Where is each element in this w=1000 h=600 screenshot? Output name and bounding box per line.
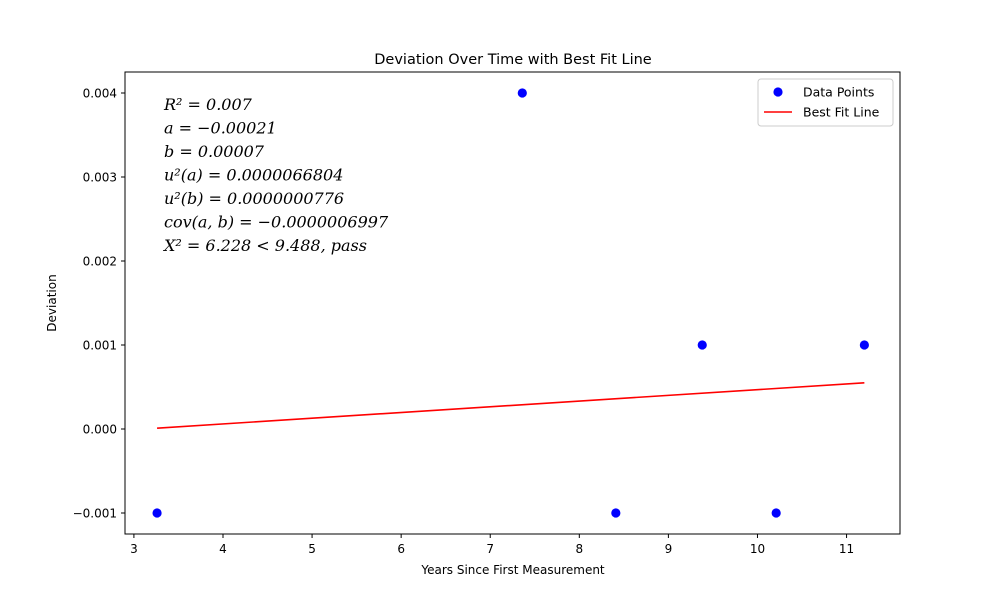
data-point <box>152 508 162 518</box>
y-axis-label: Deviation <box>45 274 59 331</box>
legend-label: Best Fit Line <box>803 105 880 120</box>
legend[interactable]: Data Points Best Fit Line <box>757 78 894 127</box>
x-tick-label: 5 <box>308 542 316 556</box>
data-point <box>771 508 781 518</box>
annotation-line: X² = 6.228 < 9.488, pass <box>162 236 367 255</box>
x-tick-label: 11 <box>839 542 854 556</box>
best-fit-line <box>157 382 865 429</box>
axis-ticks: 3 4 5 6 7 8 9 10 11 −0.001 0.000 0.001 0.002 0.003 0.0… <box>73 87 855 557</box>
y-tick-label: 0.000 <box>83 423 117 437</box>
axes-frame <box>124 71 901 535</box>
y-tick-label: −0.001 <box>73 507 117 521</box>
y-tick-label: 0.003 <box>83 171 117 185</box>
annotation-line: R² = 0.007 <box>163 95 253 114</box>
fit-statistics-annotation: R² = 0.007 a = −0.00021 b = 0.00007 u²(a) =… <box>162 95 389 255</box>
annotation-line: u²(a) = 0.0000066804 <box>164 166 343 185</box>
chart-title: Deviation Over Time with Best Fit Line <box>374 52 652 68</box>
plot-area <box>152 88 869 518</box>
annotation-line: b = 0.00007 <box>164 142 265 161</box>
legend-box <box>757 78 894 127</box>
y-tick-label: 0.001 <box>83 339 117 353</box>
x-tick-label: 6 <box>397 542 405 556</box>
data-point <box>697 340 707 350</box>
x-tick-label: 9 <box>665 542 673 556</box>
legend-label: Data Points <box>803 85 874 100</box>
annotation-line: u²(b) = 0.0000000776 <box>164 189 344 208</box>
annotation-line: a = −0.00021 <box>164 119 277 138</box>
x-axis-label: Years Since First Measurement <box>420 563 605 577</box>
legend-marker-data-points <box>773 87 783 97</box>
x-tick-label: 3 <box>130 542 138 556</box>
annotation-line: cov(a, b) = −0.0000006997 <box>164 213 389 232</box>
y-tick-label: 0.004 <box>83 87 117 101</box>
y-tick-label: 0.002 <box>83 255 117 269</box>
x-tick-label: 10 <box>750 542 765 556</box>
x-tick-label: 8 <box>575 542 583 556</box>
data-point <box>517 88 527 98</box>
data-point <box>611 508 621 518</box>
x-tick-label: 7 <box>486 542 494 556</box>
data-point <box>859 340 869 350</box>
x-tick-label: 4 <box>219 542 227 556</box>
